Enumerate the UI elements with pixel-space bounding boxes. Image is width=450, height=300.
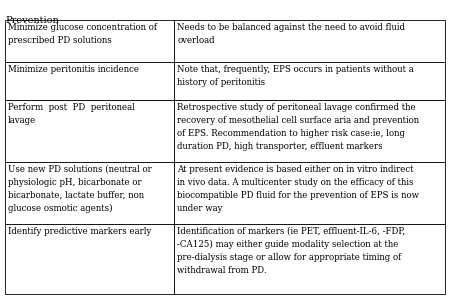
Text: Minimize glucose concentration of
prescribed PD solutions: Minimize glucose concentration of prescr… [8,23,157,45]
Text: Identification of markers (ie PET, effluent-IL-6, -FDP,
-CA125) may either guide: Identification of markers (ie PET, efflu… [177,227,405,275]
Bar [5,100,175,162]
Text: Retrospective study of peritoneal lavage confirmed the
recovery of mesothelial c: Retrospective study of peritoneal lavage… [177,103,419,151]
Bar [5,224,175,294]
Bar [175,100,445,162]
Bar [175,224,445,294]
Bar [175,62,445,100]
Bar [5,20,175,62]
Text: Minimize peritonitis incidence: Minimize peritonitis incidence [8,65,139,74]
Text: Perform  post  PD  peritoneal
lavage: Perform post PD peritoneal lavage [8,103,135,125]
Bar [5,162,175,224]
Text: Prevention: Prevention [5,16,59,25]
Bar [5,62,175,100]
Bar [175,162,445,224]
Text: Note that, frequently, EPS occurs in patients without a
history of peritonitis: Note that, frequently, EPS occurs in pat… [177,65,414,87]
Bar [175,20,445,62]
Text: Needs to be balanced against the need to avoid fluid
overload: Needs to be balanced against the need to… [177,23,405,45]
Text: Identify predictive markers early: Identify predictive markers early [8,227,151,236]
Text: Use new PD solutions (neutral or
physiologic pH, bicarbonate or
bicarbonate, lac: Use new PD solutions (neutral or physiol… [8,165,152,213]
Text: At present evidence is based either on in vitro indirect
in vivo data. A multice: At present evidence is based either on i… [177,165,419,212]
